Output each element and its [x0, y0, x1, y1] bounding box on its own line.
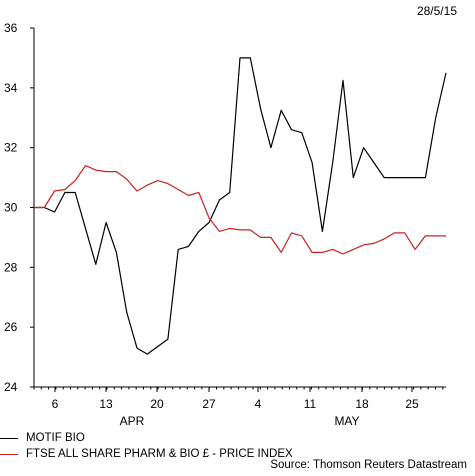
series-line-ftse [34, 165, 446, 255]
y-tick-label: 24 [4, 380, 18, 394]
series-layer [34, 57, 447, 355]
x-tick-label: 18 [355, 397, 369, 411]
chart-axes: 24 26 28 30 32 34 36 6 13 20 27 4 11 18 25 APR MAY [4, 21, 446, 428]
legend-swatch-ftse [0, 453, 18, 455]
y-tick-label: 32 [4, 141, 18, 155]
y-tick-label: 26 [4, 320, 18, 334]
y-tick-label: 30 [4, 201, 18, 215]
plot-area [34, 28, 446, 387]
x-tick-label: 6 [52, 397, 59, 411]
month-label: APR [120, 414, 145, 428]
x-tick-label: 25 [405, 397, 419, 411]
month-label: MAY [334, 414, 359, 428]
legend-item-motif-bio: MOTIF BIO [0, 430, 293, 446]
y-tick-label: 28 [4, 260, 18, 274]
series-line-motif-bio [34, 57, 447, 355]
x-tick-label: 11 [304, 397, 317, 411]
legend-label-ftse: FTSE ALL SHARE PHARM & BIO £ - PRICE IND… [26, 448, 293, 460]
chart-date: 28/5/15 [416, 4, 457, 18]
legend-label-motif-bio: MOTIF BIO [26, 432, 85, 444]
x-tick-label: 4 [255, 397, 262, 411]
x-tick-label: 27 [202, 397, 216, 411]
y-tick-label: 36 [4, 21, 18, 35]
legend-item-ftse: FTSE ALL SHARE PHARM & BIO £ - PRICE IND… [0, 446, 293, 462]
legend: MOTIF BIO FTSE ALL SHARE PHARM & BIO £ -… [0, 430, 293, 462]
source-note: Source: Thomson Reuters Datastream [270, 459, 467, 471]
legend-swatch-motif-bio [0, 437, 18, 439]
y-tick-label: 34 [4, 81, 18, 95]
line-chart: 24 26 28 30 32 34 36 6 13 20 27 4 11 18 25 APR MAY [4, 21, 447, 428]
x-tick-label: 13 [99, 397, 113, 411]
x-tick-label: 20 [150, 397, 164, 411]
